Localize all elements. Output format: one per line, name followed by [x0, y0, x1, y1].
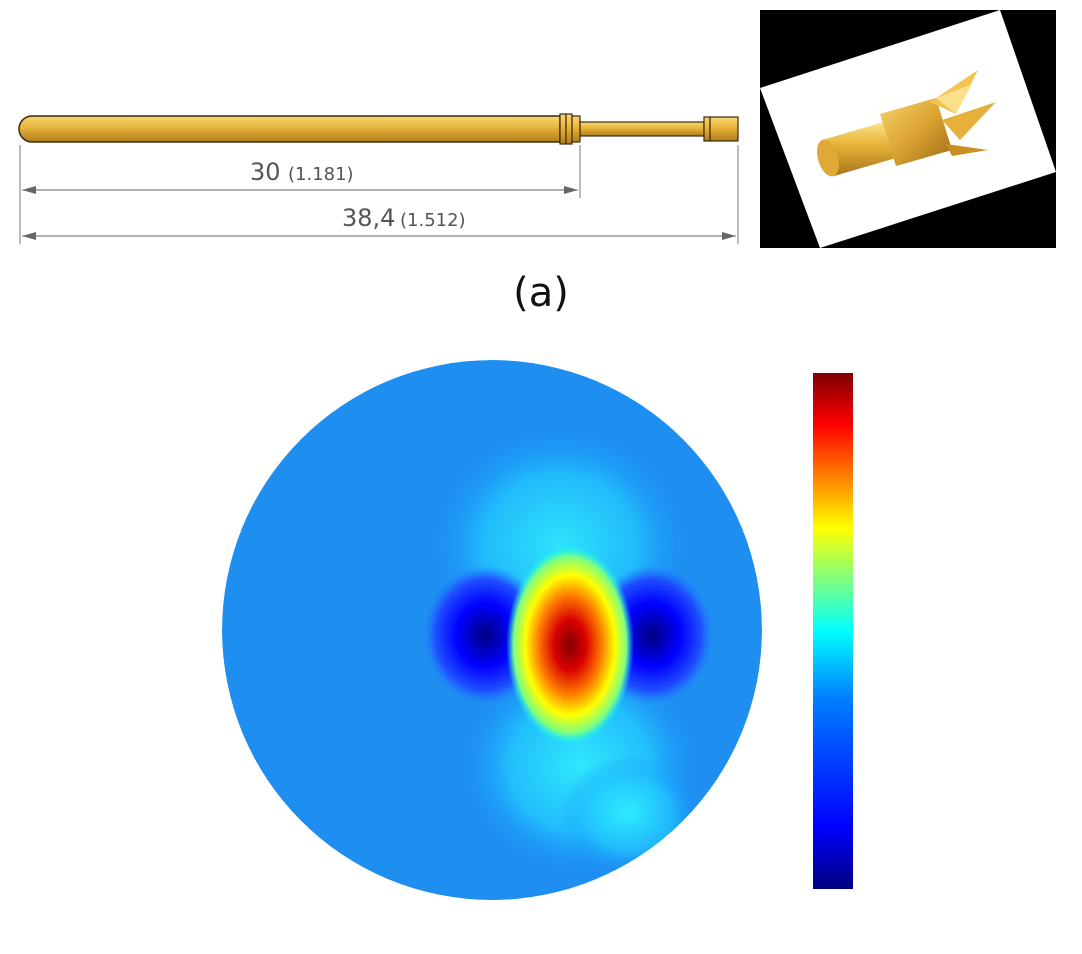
reconstruction-map — [222, 360, 853, 900]
colorbar — [813, 373, 853, 889]
tip-crown — [880, 70, 996, 166]
caption-a: (a) — [513, 270, 569, 316]
dimension-38-4-inches: (1.512) — [400, 210, 466, 231]
probe-barrel — [18, 113, 581, 145]
dimension-38-4: 38,4 (1.512) — [22, 204, 736, 240]
probe-tip-render — [760, 10, 1056, 248]
hot-core — [506, 545, 634, 745]
tip-cylinder — [817, 122, 896, 177]
dimension-30: 30 (1.181) — [22, 158, 578, 194]
probe-plunger — [579, 116, 739, 142]
extension-lines — [19, 145, 739, 244]
dimension-30-value: 30 — [250, 158, 281, 186]
dimension-38-4-value: 38,4 — [342, 204, 395, 232]
dimension-30-inches: (1.181) — [288, 164, 354, 185]
probe-pin-drawing: 30 (1.181) 38,4 (1.512) — [18, 113, 739, 244]
conductivity-disk — [222, 360, 762, 900]
